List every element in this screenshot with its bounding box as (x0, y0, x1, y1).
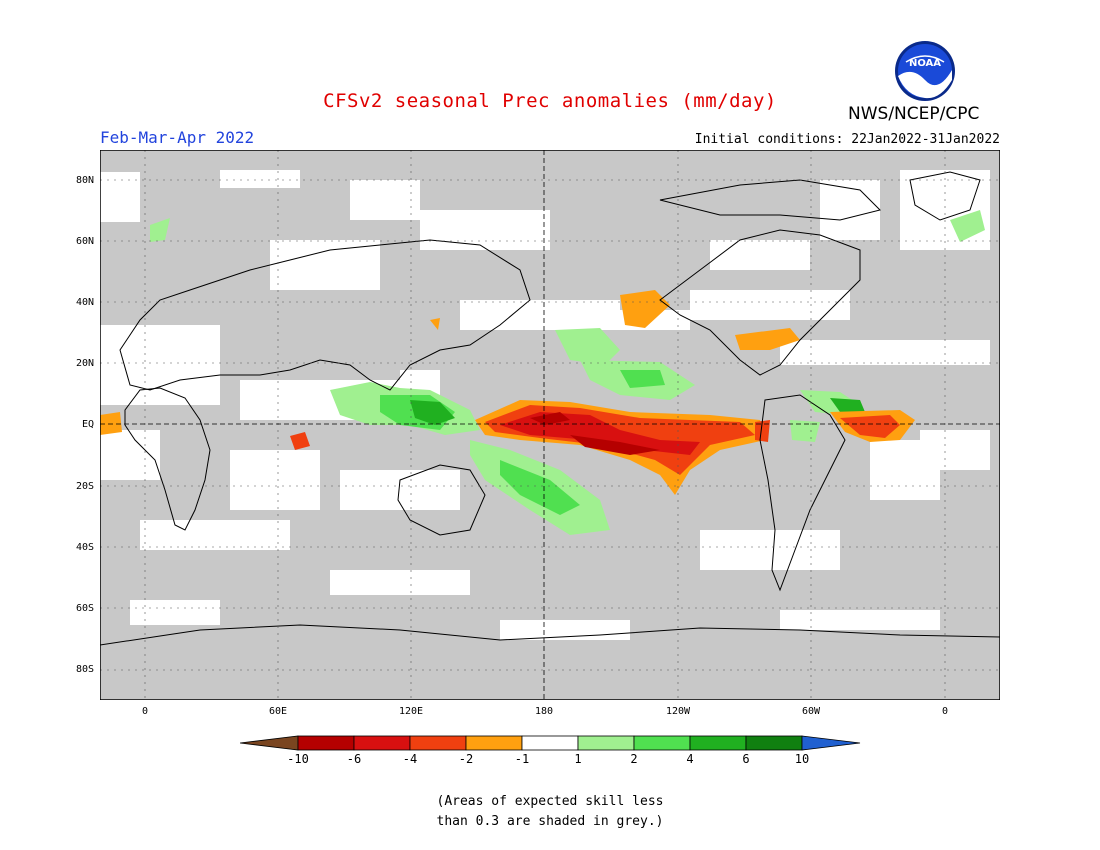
colorbar-box (409, 735, 467, 751)
colorbar-box (633, 735, 691, 751)
lat-label: 60N (75, 236, 94, 247)
noaa-logo: NOAA (895, 41, 955, 101)
colorbar-box (577, 735, 635, 751)
colorbar-min-arrow (240, 735, 299, 751)
north-america-outline (659, 229, 861, 376)
colorbar-label: 2 (630, 752, 638, 766)
lat-label: 20N (75, 358, 94, 369)
colorbar-label: -2 (458, 752, 474, 766)
colorbar-label: -10 (287, 752, 309, 766)
lat-label: 20S (75, 481, 94, 492)
colorbar-box (745, 735, 803, 751)
eurasia-outline (119, 239, 531, 391)
lon-label: 0 (141, 706, 149, 717)
arctic-outline (659, 179, 881, 221)
colorbar-label: 10 (794, 752, 810, 766)
antarctica-outline (100, 624, 1000, 646)
lat-label: EQ (81, 419, 94, 430)
colorbar-label: -1 (514, 752, 530, 766)
colorbar-label: 6 (742, 752, 750, 766)
colorbar-label: -6 (346, 752, 362, 766)
lon-label: 0 (941, 706, 949, 717)
lon-label: 120W (665, 706, 691, 717)
colorbar-max-arrow (801, 735, 861, 751)
initial-conditions: Initial conditions: 22Jan2022-31Jan2022 (694, 132, 1000, 147)
lat-lon-grid (100, 150, 1000, 700)
lon-label: 180 (534, 706, 554, 717)
colorbar-box (297, 735, 355, 751)
lon-label: 60W (801, 706, 821, 717)
lat-label: 80S (75, 664, 94, 675)
coastlines (100, 171, 1000, 646)
colorbar-label: -4 (402, 752, 418, 766)
forecast-period: Feb-Mar-Apr 2022 (100, 128, 255, 147)
africa-outline (124, 387, 211, 531)
neutral-regions (100, 170, 990, 640)
lat-label: 60S (75, 603, 94, 614)
greenland-outline (909, 171, 981, 221)
colorbar-label: 1 (574, 752, 582, 766)
colorbar (240, 735, 861, 751)
map-title: CFSv2 seasonal Prec anomalies (mm/day) (323, 90, 777, 112)
colorbar-label: 4 (686, 752, 694, 766)
lon-label: 60E (268, 706, 288, 717)
lat-label: 80N (75, 175, 94, 186)
colorbar-box (465, 735, 523, 751)
wet-anomaly-regions (150, 210, 985, 535)
colorbar-box (521, 735, 579, 751)
south-america-outline (759, 394, 846, 592)
skill-note-line2: than 0.3 are shaded in grey.) (436, 814, 664, 829)
lat-label: 40S (75, 542, 94, 553)
australia-outline (397, 464, 486, 536)
colorbar-box (353, 735, 411, 751)
lat-label: 40N (75, 297, 94, 308)
lon-label: 120E (398, 706, 424, 717)
skill-note: (Areas of expected skill less than 0.3 a… (0, 792, 1100, 832)
precip-anomaly-map (100, 150, 1000, 700)
colorbar-box (689, 735, 747, 751)
logo-text: NOAA (909, 58, 941, 69)
skill-note-line1: (Areas of expected skill less (436, 794, 664, 809)
organization-label: NWS/NCEP/CPC (848, 104, 980, 124)
